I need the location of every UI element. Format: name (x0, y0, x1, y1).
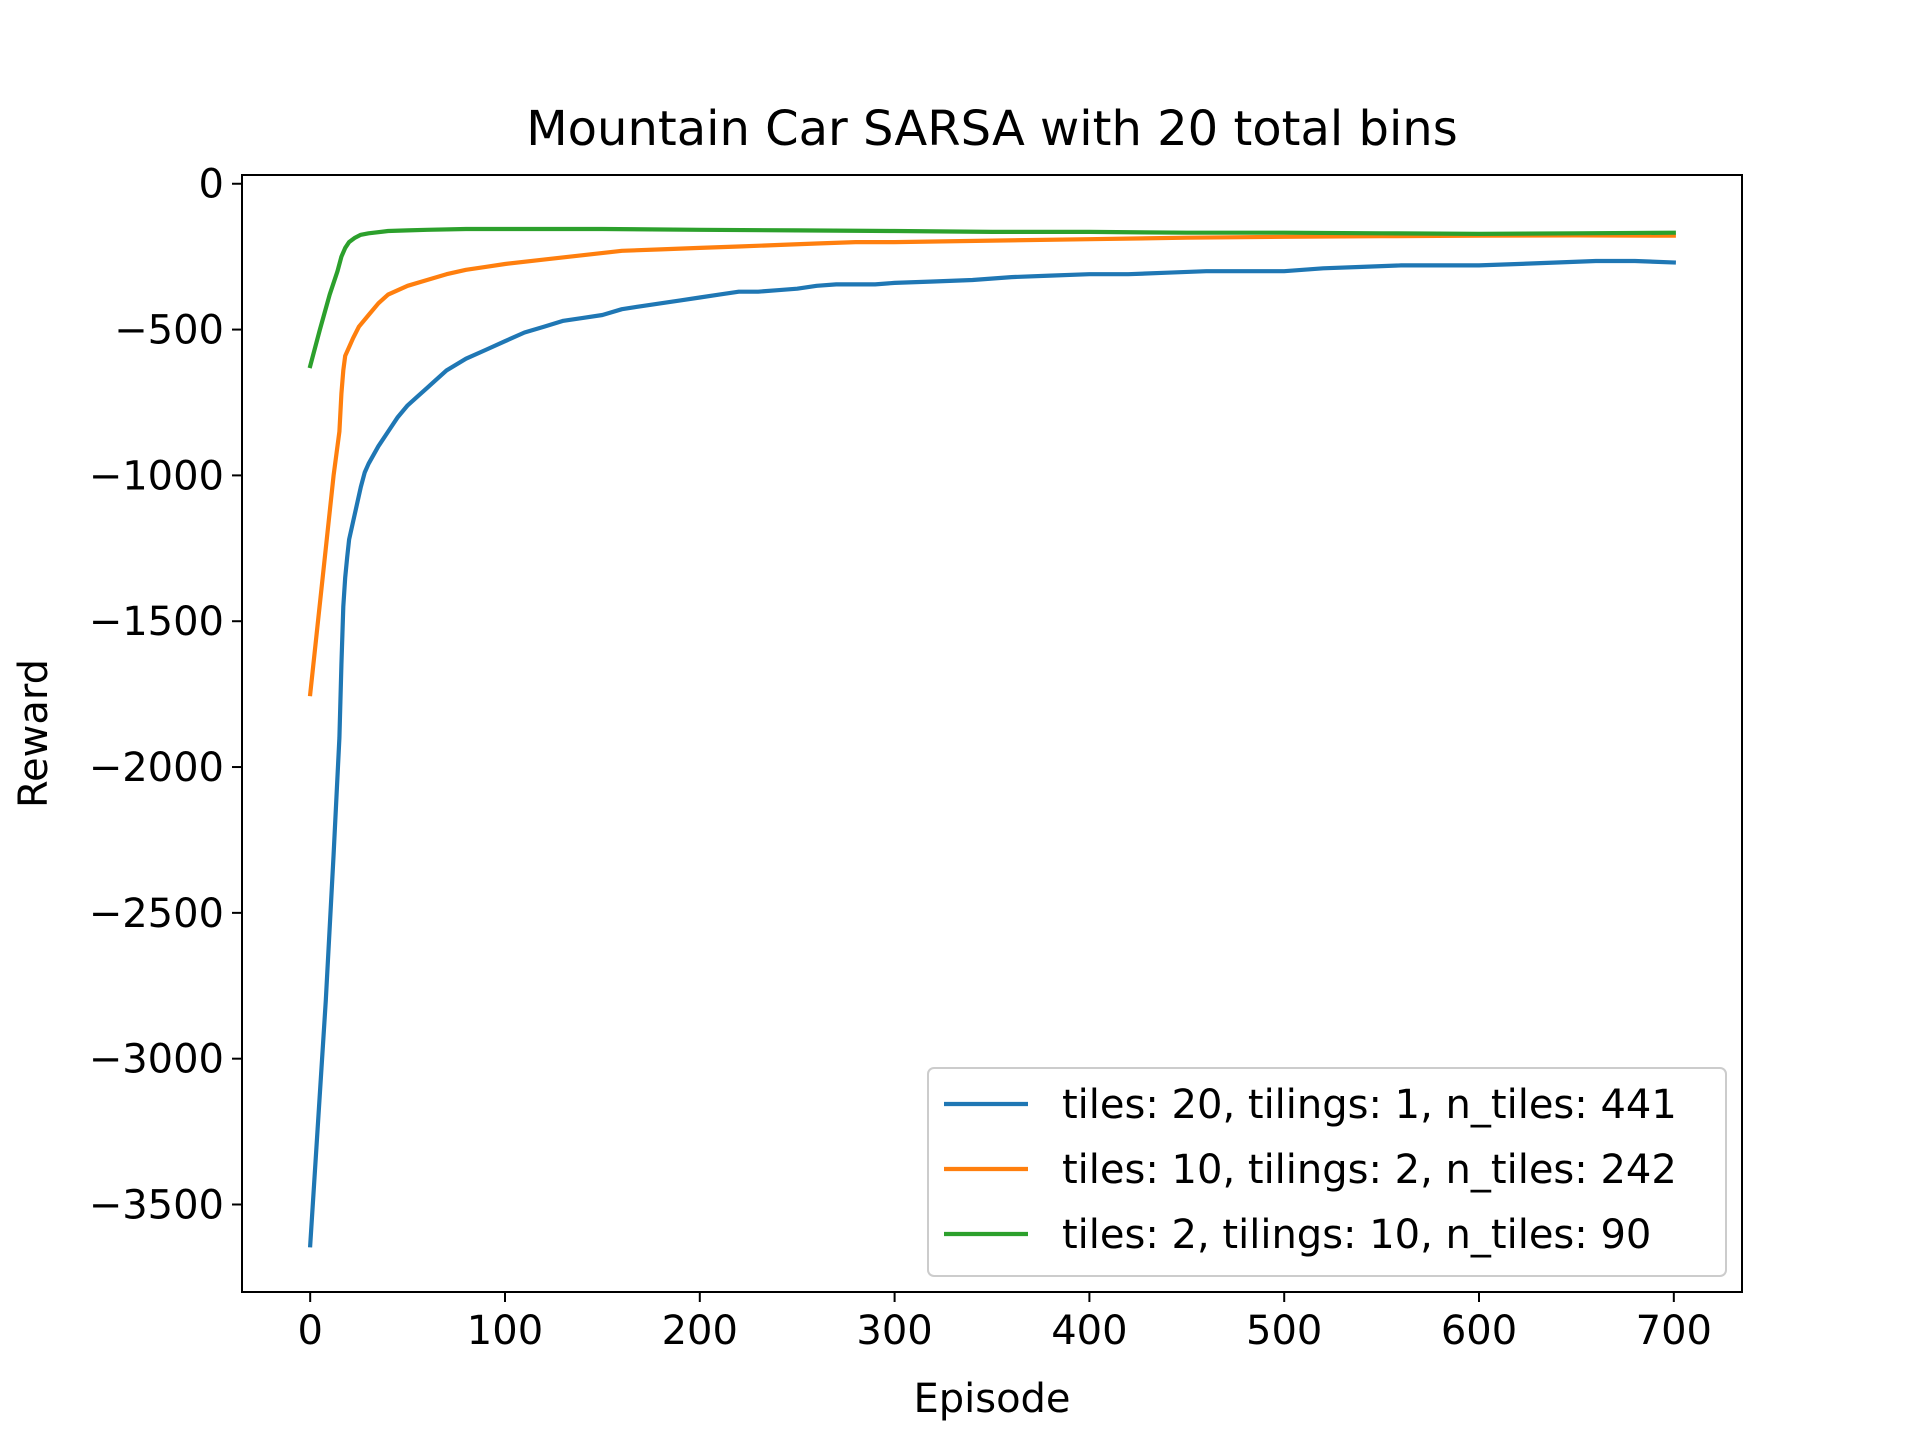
plot-frame (241, 174, 1743, 1293)
legend-label: tiles: 2, tilings: 10, n_tiles: 90 (1062, 1212, 1651, 1258)
legend-label: tiles: 20, tilings: 1, n_tiles: 441 (1062, 1082, 1677, 1128)
x-tick-label: 0 (297, 1308, 322, 1354)
axes-layer: 0 100 200 300 400 500 600 700 0 −500 −1000 −1500 −20… (89, 162, 1712, 1354)
series-line-3 (307, 226, 1676, 369)
x-tick-label: 700 (1636, 1308, 1712, 1354)
x-tick-label: 200 (662, 1308, 738, 1354)
y-tick-label: −500 (114, 308, 224, 354)
legend-label: tiles: 10, tilings: 2, n_tiles: 242 (1062, 1147, 1677, 1193)
y-tick-label: −1500 (89, 599, 224, 645)
y-tick-label: 0 (199, 162, 224, 208)
series-layer (307, 226, 1676, 1248)
y-tick-label: −2500 (89, 891, 224, 937)
legend-box (927, 1067, 1727, 1277)
plot-area-border (241, 174, 1743, 1293)
chart-title: Mountain Car SARSA with 20 total bins (526, 101, 1457, 157)
series-line-2 (307, 233, 1676, 697)
y-tick-label: −3500 (89, 1183, 224, 1229)
y-tick-label: −3000 (89, 1037, 224, 1083)
x-tick-label: 300 (856, 1308, 932, 1354)
y-tick-label: −1000 (89, 453, 224, 499)
legend: tiles: 20, tilings: 1, n_tiles: 441 tiles… (927, 1067, 1727, 1277)
y-tick-label: −2000 (89, 745, 224, 791)
x-tick-label: 100 (467, 1308, 543, 1354)
series-line-1 (307, 258, 1676, 1248)
x-axis-label: Episode (913, 1376, 1070, 1422)
x-tick-label: 600 (1441, 1308, 1517, 1354)
x-tick-label: 500 (1246, 1308, 1322, 1354)
y-axis-label: Reward (11, 659, 57, 808)
x-tick-label: 400 (1051, 1308, 1127, 1354)
